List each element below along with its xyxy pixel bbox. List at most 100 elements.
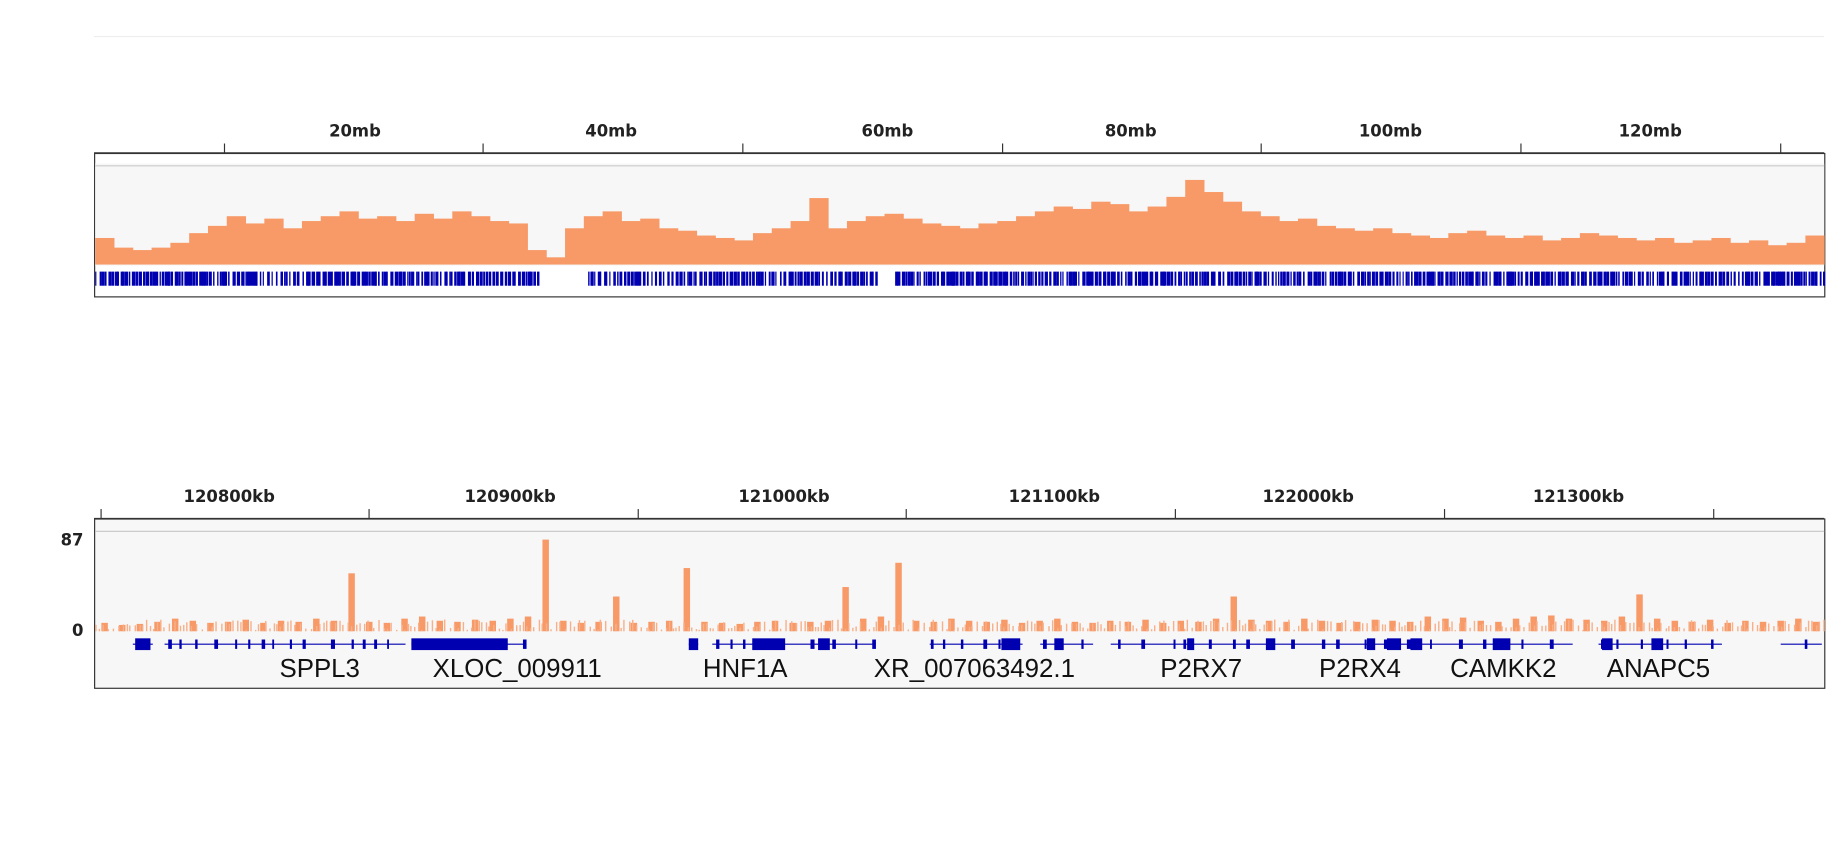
coverage-noise xyxy=(1184,628,1186,632)
coverage-bar xyxy=(1636,594,1643,632)
coverage-noise xyxy=(1548,620,1550,632)
feature xyxy=(1541,271,1545,286)
coverage-noise xyxy=(1445,628,1447,632)
feature xyxy=(788,271,792,286)
coverage-bar xyxy=(1429,237,1449,265)
coverage-noise xyxy=(1688,621,1690,632)
feature xyxy=(504,271,507,286)
coverage-bar xyxy=(884,213,904,265)
coverage-noise xyxy=(1799,622,1802,632)
coverage-bar xyxy=(877,616,885,632)
coverage-noise xyxy=(768,629,771,632)
coverage-noise xyxy=(1252,620,1255,632)
coverage-noise xyxy=(705,623,708,632)
feature xyxy=(1137,271,1141,286)
coverage-bar xyxy=(207,225,228,265)
feature xyxy=(1566,271,1569,286)
feature xyxy=(687,271,689,286)
feature xyxy=(131,271,136,286)
feature xyxy=(733,271,737,286)
feature xyxy=(1517,271,1520,286)
panel-frame xyxy=(94,518,1826,689)
coverage-noise xyxy=(225,621,228,632)
coverage-noise xyxy=(287,621,289,632)
feature xyxy=(898,271,901,286)
coverage-noise xyxy=(190,626,193,632)
coverage-noise xyxy=(1555,621,1557,632)
coverage-noise xyxy=(1648,622,1651,632)
coverage-bar xyxy=(113,247,134,265)
coverage-noise xyxy=(1608,621,1610,632)
feature xyxy=(716,271,719,286)
coverage-noise xyxy=(1301,630,1304,632)
feature xyxy=(1255,271,1260,286)
coverage-noise xyxy=(1454,630,1456,632)
coverage-bar xyxy=(1530,616,1537,632)
exon-small xyxy=(351,639,354,649)
coverage-noise xyxy=(1146,628,1148,632)
coverage-noise xyxy=(1344,620,1347,632)
feature xyxy=(1313,271,1317,286)
feature xyxy=(99,271,102,286)
coverage-bar xyxy=(383,622,391,632)
coverage-noise xyxy=(1610,623,1613,632)
coverage-noise xyxy=(584,620,586,632)
coverage-noise xyxy=(356,624,358,632)
coverage-noise xyxy=(1051,620,1054,632)
coverage-noise xyxy=(985,621,987,632)
coverage-bar xyxy=(959,228,979,265)
feature xyxy=(741,271,743,286)
exon-small xyxy=(1173,639,1176,649)
coverage-bar xyxy=(1579,233,1600,265)
feature xyxy=(794,271,797,286)
feature xyxy=(1166,271,1171,286)
coverage-noise xyxy=(505,623,507,632)
coverage-bar xyxy=(189,620,197,632)
coverage-noise xyxy=(807,626,809,632)
feature xyxy=(518,271,521,286)
coverage-bar xyxy=(524,616,532,632)
coverage-noise xyxy=(179,625,182,632)
coverage-noise xyxy=(373,627,375,632)
feature xyxy=(1280,271,1283,286)
coverage-noise xyxy=(1330,621,1332,632)
coverage-noise xyxy=(597,629,599,632)
feature xyxy=(1756,271,1758,286)
feature xyxy=(512,271,515,286)
feature xyxy=(1749,271,1751,286)
ruler-label: 60mb xyxy=(862,121,914,140)
feature xyxy=(174,271,178,286)
coverage-noise xyxy=(1777,626,1779,632)
feature xyxy=(1514,271,1517,286)
feature xyxy=(500,271,504,286)
coverage-bar xyxy=(903,218,923,265)
coverage-noise xyxy=(1784,620,1786,632)
coverage-bar xyxy=(1054,618,1061,632)
coverage-noise xyxy=(1807,620,1810,632)
coverage-bar xyxy=(1222,201,1243,265)
feature xyxy=(1286,271,1290,286)
coverage-noise xyxy=(1154,625,1156,632)
feature xyxy=(243,271,245,286)
exon-small xyxy=(810,639,815,649)
coverage-noise xyxy=(828,627,831,632)
coverage-noise xyxy=(1119,621,1121,632)
coverage-noise xyxy=(1401,626,1403,632)
feature xyxy=(1637,271,1640,286)
coverage-noise xyxy=(1065,623,1068,632)
coverage-bar xyxy=(119,624,126,632)
coverage-bar xyxy=(1212,618,1220,632)
coverage-bar xyxy=(1177,620,1185,632)
coverage-bar xyxy=(771,228,792,265)
feature xyxy=(797,271,800,286)
feature xyxy=(771,271,775,286)
feature xyxy=(1369,271,1371,286)
feature xyxy=(1422,271,1426,286)
coverage-noise xyxy=(1541,625,1543,632)
feature xyxy=(783,271,786,286)
feature xyxy=(642,271,646,286)
feature xyxy=(327,271,331,286)
feature xyxy=(875,271,878,286)
coverage-noise xyxy=(383,628,386,632)
feature xyxy=(1070,271,1073,286)
